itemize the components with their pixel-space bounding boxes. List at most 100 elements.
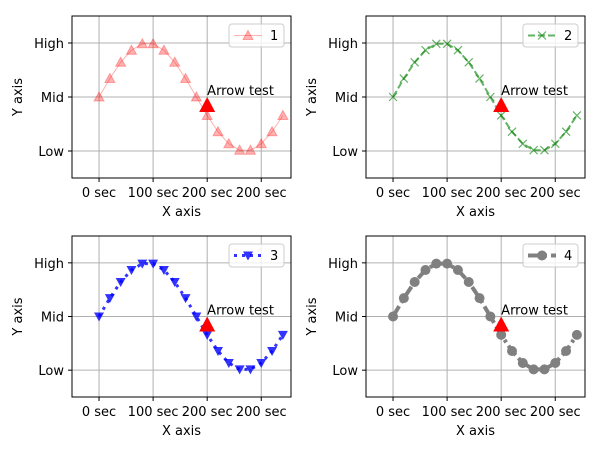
y-tick-label: Low [38, 145, 64, 160]
x-tick-label: 200 sec [182, 405, 233, 420]
y-tick-label: High [328, 257, 358, 272]
y-tick-label: Low [332, 145, 358, 160]
y-tick-label: High [34, 37, 64, 52]
x-marker [399, 74, 409, 83]
x-tick-label: 200 sec [236, 405, 287, 420]
circle-marker [550, 357, 561, 368]
triangle-up-marker [136, 37, 149, 49]
subplot-1: 0 sec 100 sec 200 sec 200 secHighMidLow1Arr… [11, 15, 292, 220]
triangle-up-marker [104, 72, 116, 84]
x-marker [475, 74, 484, 83]
triangle-up-marker [233, 144, 246, 155]
subplot-3: 0 sec 100 sec 200 sec 200 secHighMidLow3Arr… [11, 235, 292, 439]
arrow-head-icon [493, 316, 510, 332]
triangle-up-marker [244, 144, 257, 155]
legend-box [228, 243, 285, 268]
x-marker [507, 127, 517, 137]
circle-marker [537, 250, 547, 261]
y-axis-label: Y axis [305, 297, 320, 336]
circle-marker [420, 265, 431, 276]
x-tick-label: 100 sec [128, 405, 179, 420]
x-marker [442, 39, 452, 49]
triangle-down-marker [223, 358, 234, 368]
triangle-up-marker [222, 137, 235, 149]
triangle-down-marker [245, 365, 256, 375]
x-tick-label: 100 sec [422, 405, 473, 420]
annotation-text: Arrow test [207, 304, 274, 319]
circle-marker [431, 258, 442, 269]
triangle-down-marker [94, 312, 105, 322]
x-marker [550, 139, 560, 149]
y-tick-label: Mid [335, 91, 358, 106]
x-marker [431, 39, 441, 49]
axes-frame [365, 235, 586, 398]
circle-marker [485, 311, 496, 322]
y-tick-label: Mid [41, 91, 64, 106]
triangle-down-marker [115, 277, 126, 287]
x-marker [518, 139, 528, 149]
triangle-up-marker [168, 56, 181, 67]
circle-marker [452, 265, 463, 276]
legend-label: 2 [564, 29, 572, 44]
triangle-up-marker [190, 90, 203, 102]
triangle-down-marker [213, 347, 223, 357]
x-tick-label: 200 sec [236, 186, 287, 201]
circle-marker [528, 364, 539, 375]
triangle-down-marker [191, 312, 202, 322]
triangle-down-marker [243, 251, 253, 261]
triangle-up-marker [158, 44, 170, 55]
y-tick-label: Low [38, 364, 64, 379]
series-line-1 [98, 43, 284, 151]
circle-marker [409, 276, 420, 287]
triangle-down-marker [104, 294, 115, 304]
axes-frame [365, 15, 586, 179]
x-tick-label: 0 sec [82, 186, 116, 201]
arrow-head-icon [199, 316, 216, 332]
x-marker [464, 57, 474, 67]
circle-marker [571, 329, 582, 340]
circle-marker [388, 311, 399, 322]
arrow-head-icon [199, 97, 216, 112]
triangle-down-marker [158, 266, 169, 276]
legend-label: 3 [270, 249, 278, 264]
x-marker [537, 31, 547, 40]
triangle-down-marker [202, 330, 213, 340]
x-tick-label: 0 sec [376, 405, 410, 420]
triangle-down-marker [180, 294, 191, 304]
annotation-text: Arrow test [207, 84, 274, 99]
annotation-text: Arrow test [501, 84, 568, 99]
circle-marker [496, 329, 507, 340]
subplot-4: 0 sec 100 sec 200 sec 200 secHighMidLow4Arr… [305, 235, 586, 439]
y-tick-label: High [34, 257, 64, 272]
x-tick-label: 200 sec [476, 405, 527, 420]
x-tick-label: 0 sec [376, 186, 410, 201]
legend: 3 [228, 243, 285, 268]
x-marker [540, 145, 549, 155]
triangle-down-marker [256, 358, 267, 368]
triangle-down-marker [126, 266, 137, 276]
annotation-text: Arrow test [501, 304, 568, 319]
triangle-down-marker [148, 259, 159, 269]
triangle-up-marker [255, 137, 268, 149]
triangle-up-marker [266, 125, 278, 137]
x-axis-label: X axis [456, 424, 495, 439]
subplot-2: 0 sec 100 sec 200 sec 200 secHighMidLow2Arr… [305, 15, 586, 220]
x-marker [453, 45, 463, 55]
circle-marker [517, 357, 528, 368]
x-tick-label: 0 sec [82, 405, 116, 420]
x-marker [496, 111, 506, 120]
legend-box [228, 23, 285, 48]
circle-marker [442, 258, 453, 269]
y-tick-label: Mid [41, 311, 64, 326]
legend-label: 4 [564, 249, 572, 264]
x-marker [572, 111, 582, 120]
axes-frame [71, 15, 292, 179]
y-axis-label: Y axis [11, 297, 26, 336]
x-tick-label: 200 sec [530, 405, 581, 420]
triangle-down-marker [234, 365, 245, 375]
legend: 1 [228, 23, 285, 48]
circle-marker [561, 346, 572, 357]
x-marker [561, 127, 571, 137]
triangle-down-marker [267, 347, 278, 357]
